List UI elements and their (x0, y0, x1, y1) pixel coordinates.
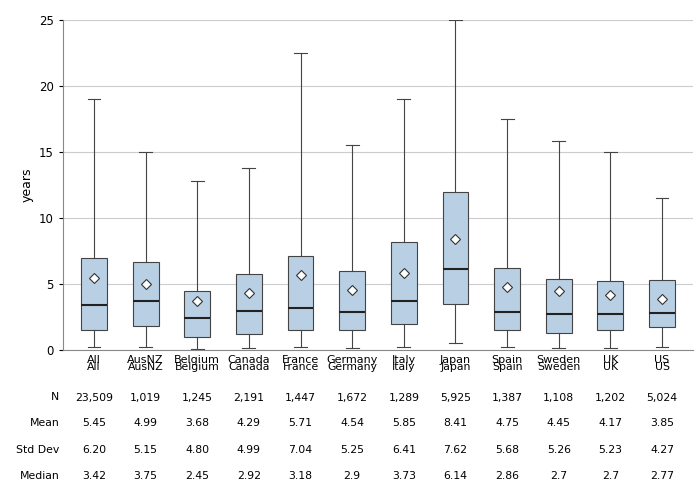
PathPatch shape (649, 280, 675, 327)
PathPatch shape (184, 290, 210, 337)
Text: 1,672: 1,672 (337, 392, 368, 402)
PathPatch shape (442, 192, 468, 304)
PathPatch shape (391, 242, 416, 324)
Text: 4.17: 4.17 (598, 418, 622, 428)
Text: 1,289: 1,289 (389, 392, 419, 402)
Text: 6.41: 6.41 (392, 445, 416, 455)
Text: Std Dev: Std Dev (16, 445, 60, 455)
Text: 2.7: 2.7 (602, 471, 619, 481)
Text: 1,108: 1,108 (543, 392, 574, 402)
Text: 2.77: 2.77 (650, 471, 674, 481)
Text: 2,191: 2,191 (233, 392, 265, 402)
Text: All: All (88, 362, 101, 372)
Text: 6.14: 6.14 (444, 471, 468, 481)
PathPatch shape (340, 271, 365, 330)
Text: 4.45: 4.45 (547, 418, 570, 428)
Text: 1,447: 1,447 (285, 392, 316, 402)
Text: 6.20: 6.20 (82, 445, 106, 455)
Text: France: France (282, 362, 318, 372)
Text: 2.86: 2.86 (495, 471, 519, 481)
PathPatch shape (598, 282, 623, 330)
Text: 3.75: 3.75 (134, 471, 158, 481)
Text: Italy: Italy (392, 362, 416, 372)
Text: 1,202: 1,202 (595, 392, 626, 402)
Text: 5,925: 5,925 (440, 392, 471, 402)
PathPatch shape (81, 258, 107, 330)
Text: 4.27: 4.27 (650, 445, 674, 455)
Text: Japan: Japan (440, 362, 470, 372)
Text: 5.71: 5.71 (288, 418, 312, 428)
Text: 3.85: 3.85 (650, 418, 674, 428)
Text: 3.73: 3.73 (392, 471, 416, 481)
PathPatch shape (546, 278, 572, 333)
Text: Mean: Mean (29, 418, 60, 428)
Text: 1,019: 1,019 (130, 392, 161, 402)
Text: 4.99: 4.99 (237, 445, 261, 455)
Text: Belgium: Belgium (175, 362, 220, 372)
Text: AusNZ: AusNZ (127, 362, 164, 372)
Text: 4.54: 4.54 (340, 418, 364, 428)
Text: 4.29: 4.29 (237, 418, 261, 428)
PathPatch shape (494, 268, 520, 330)
Text: 7.62: 7.62 (444, 445, 468, 455)
Text: 5.68: 5.68 (495, 445, 519, 455)
Text: 5.23: 5.23 (598, 445, 622, 455)
Text: 4.80: 4.80 (186, 445, 209, 455)
Text: 3.18: 3.18 (288, 471, 312, 481)
Text: Germany: Germany (327, 362, 377, 372)
Text: 5.25: 5.25 (340, 445, 364, 455)
Text: UK: UK (603, 362, 618, 372)
Text: 5.45: 5.45 (82, 418, 106, 428)
Text: 1,245: 1,245 (182, 392, 213, 402)
Text: 2.92: 2.92 (237, 471, 261, 481)
Text: 4.99: 4.99 (134, 418, 158, 428)
Text: 5.15: 5.15 (134, 445, 158, 455)
Text: Canada: Canada (228, 362, 270, 372)
Y-axis label: years: years (20, 168, 34, 202)
Text: 5.26: 5.26 (547, 445, 570, 455)
Text: Median: Median (20, 471, 60, 481)
Text: 5,024: 5,024 (647, 392, 678, 402)
Text: N: N (51, 392, 60, 402)
PathPatch shape (236, 274, 262, 334)
Text: 2.7: 2.7 (550, 471, 567, 481)
Text: 5.85: 5.85 (392, 418, 416, 428)
Text: 7.04: 7.04 (288, 445, 313, 455)
Text: 8.41: 8.41 (444, 418, 468, 428)
Text: US: US (654, 362, 669, 372)
Text: 3.42: 3.42 (82, 471, 106, 481)
Text: 3.68: 3.68 (186, 418, 209, 428)
Text: 2.9: 2.9 (344, 471, 360, 481)
Text: 2.45: 2.45 (186, 471, 209, 481)
Text: Sweden: Sweden (537, 362, 580, 372)
Text: 1,387: 1,387 (491, 392, 523, 402)
Text: 4.75: 4.75 (495, 418, 519, 428)
PathPatch shape (133, 262, 158, 326)
Text: Spain: Spain (492, 362, 522, 372)
PathPatch shape (288, 256, 314, 330)
Text: 23,509: 23,509 (75, 392, 113, 402)
